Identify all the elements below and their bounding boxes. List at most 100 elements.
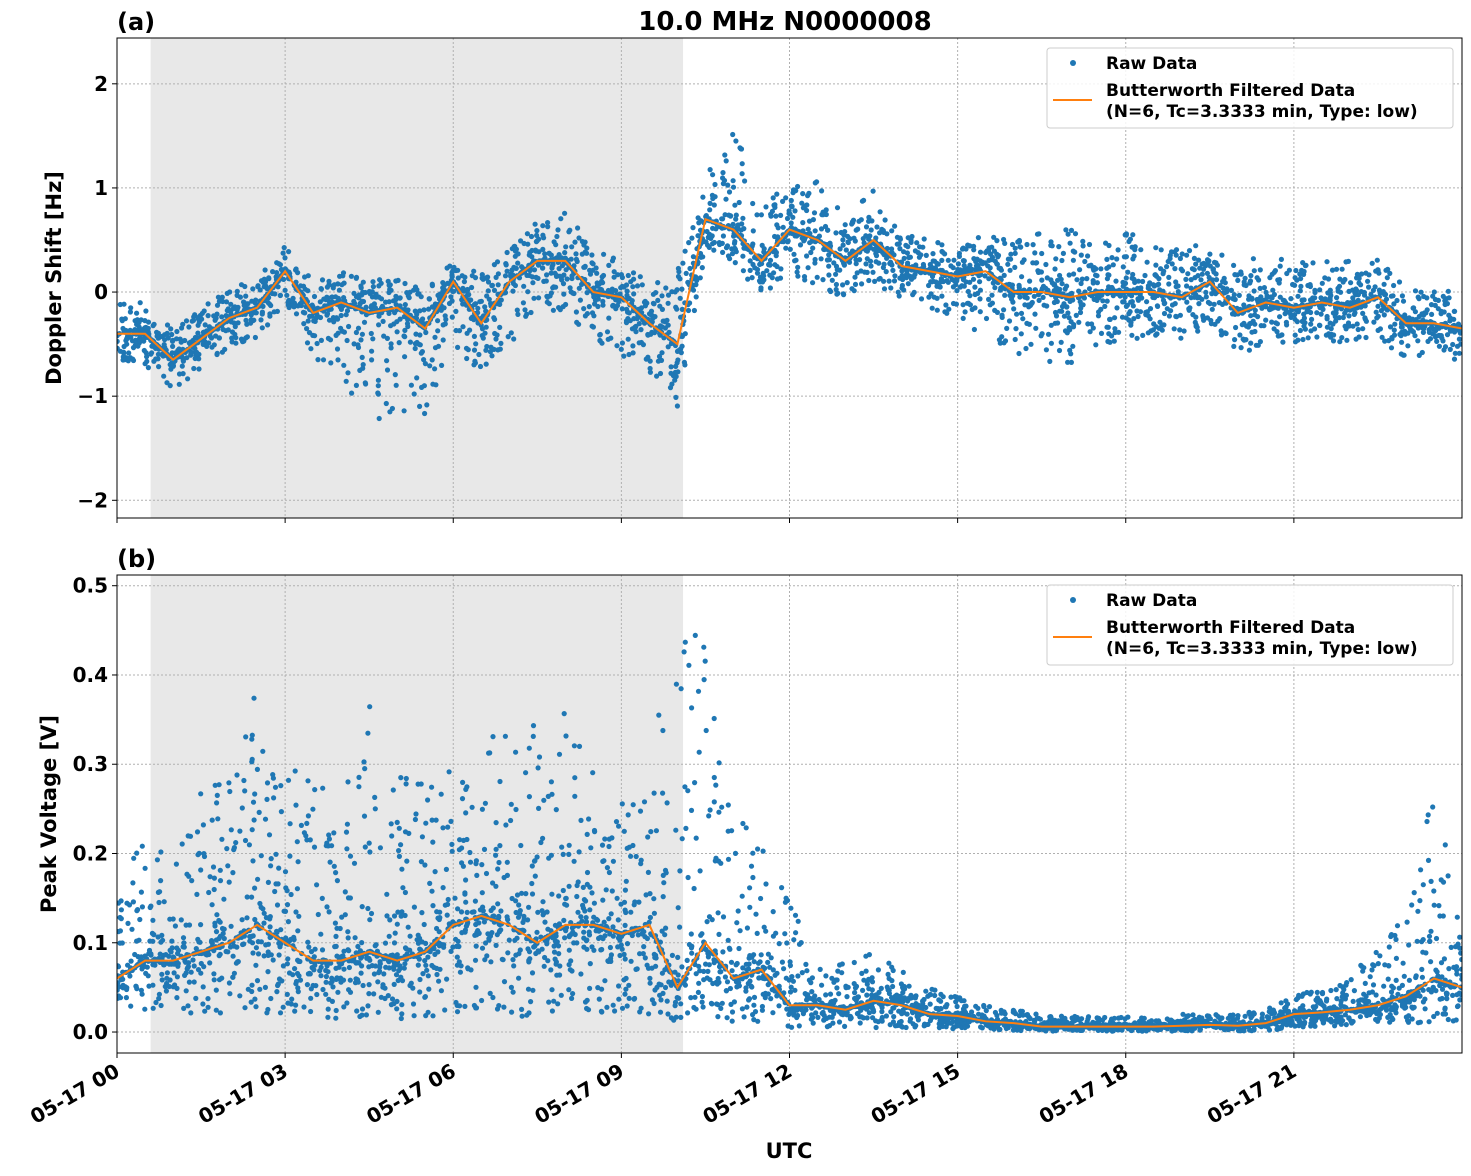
raw-point bbox=[495, 866, 500, 871]
raw-point bbox=[293, 803, 298, 808]
raw-point bbox=[457, 959, 462, 964]
raw-point bbox=[1220, 279, 1225, 284]
raw-point bbox=[992, 249, 997, 254]
raw-point bbox=[488, 959, 493, 964]
raw-point bbox=[1136, 314, 1141, 319]
raw-point bbox=[1220, 302, 1225, 307]
raw-point bbox=[438, 291, 443, 296]
raw-point bbox=[201, 822, 206, 827]
raw-point bbox=[470, 805, 475, 810]
raw-point bbox=[527, 250, 532, 255]
raw-point bbox=[1050, 280, 1055, 285]
raw-point bbox=[720, 241, 725, 246]
raw-point bbox=[924, 253, 929, 258]
raw-point bbox=[240, 805, 245, 810]
raw-point bbox=[826, 252, 831, 257]
raw-point bbox=[1208, 301, 1213, 306]
raw-point bbox=[1282, 298, 1287, 303]
raw-point bbox=[1241, 302, 1246, 307]
raw-point bbox=[1048, 243, 1053, 248]
raw-point bbox=[508, 272, 513, 277]
raw-point bbox=[1214, 277, 1219, 282]
raw-point bbox=[1069, 360, 1074, 365]
raw-point bbox=[306, 813, 311, 818]
raw-point bbox=[285, 961, 290, 966]
raw-point bbox=[273, 785, 278, 790]
raw-point bbox=[1389, 345, 1394, 350]
raw-point bbox=[399, 867, 404, 872]
raw-point bbox=[1091, 280, 1096, 285]
raw-point bbox=[144, 359, 149, 364]
raw-point bbox=[675, 369, 680, 374]
raw-point bbox=[480, 807, 485, 812]
legend-raw-label: Raw Data bbox=[1106, 54, 1197, 74]
raw-point bbox=[247, 842, 252, 847]
raw-point bbox=[696, 215, 701, 220]
raw-point bbox=[892, 278, 897, 283]
raw-point bbox=[301, 1004, 306, 1009]
raw-point bbox=[301, 284, 306, 289]
raw-point bbox=[126, 350, 131, 355]
raw-point bbox=[403, 890, 408, 895]
raw-point bbox=[403, 829, 408, 834]
raw-point bbox=[710, 172, 715, 177]
raw-point bbox=[186, 324, 191, 329]
raw-point bbox=[588, 272, 593, 277]
raw-point bbox=[463, 810, 468, 815]
raw-point bbox=[306, 971, 311, 976]
raw-point bbox=[1008, 282, 1013, 287]
raw-point bbox=[1019, 331, 1024, 336]
raw-point bbox=[219, 837, 224, 842]
raw-point bbox=[243, 294, 248, 299]
raw-point bbox=[464, 356, 469, 361]
raw-point bbox=[307, 314, 312, 319]
raw-point bbox=[869, 227, 874, 232]
raw-point bbox=[839, 230, 844, 235]
raw-point bbox=[619, 347, 624, 352]
raw-point bbox=[293, 768, 298, 773]
raw-point bbox=[370, 336, 375, 341]
raw-point bbox=[1054, 285, 1059, 290]
raw-point bbox=[129, 959, 134, 964]
raw-point bbox=[1178, 336, 1183, 341]
raw-point bbox=[422, 411, 427, 416]
raw-point bbox=[1219, 253, 1224, 258]
raw-point bbox=[289, 892, 294, 897]
raw-point bbox=[909, 240, 914, 245]
raw-point bbox=[654, 374, 659, 379]
raw-point bbox=[813, 228, 818, 233]
raw-point bbox=[347, 965, 352, 970]
raw-point bbox=[337, 288, 342, 293]
raw-point bbox=[876, 261, 881, 266]
raw-point bbox=[614, 343, 619, 348]
raw-point bbox=[732, 203, 737, 208]
raw-point bbox=[260, 749, 265, 754]
raw-point bbox=[194, 351, 199, 356]
raw-point bbox=[772, 262, 777, 267]
raw-point bbox=[445, 281, 450, 286]
raw-point bbox=[819, 188, 824, 193]
raw-point bbox=[1105, 299, 1110, 304]
raw-point bbox=[364, 1012, 369, 1017]
raw-point bbox=[680, 261, 685, 266]
raw-point bbox=[193, 356, 198, 361]
raw-point bbox=[1116, 330, 1121, 335]
raw-point bbox=[503, 273, 508, 278]
raw-point bbox=[986, 276, 991, 281]
raw-point bbox=[795, 265, 800, 270]
raw-point bbox=[1166, 281, 1171, 286]
raw-point bbox=[1386, 338, 1391, 343]
raw-point bbox=[184, 355, 189, 360]
raw-point bbox=[344, 1000, 349, 1005]
raw-point bbox=[611, 256, 616, 261]
raw-point bbox=[303, 833, 308, 838]
raw-point bbox=[308, 346, 313, 351]
raw-point bbox=[939, 294, 944, 299]
raw-point bbox=[1166, 275, 1171, 280]
raw-point bbox=[1130, 299, 1135, 304]
raw-point bbox=[509, 330, 514, 335]
raw-point bbox=[1079, 281, 1084, 286]
raw-point bbox=[229, 827, 234, 832]
raw-point bbox=[1445, 332, 1450, 337]
raw-point bbox=[1334, 295, 1339, 300]
